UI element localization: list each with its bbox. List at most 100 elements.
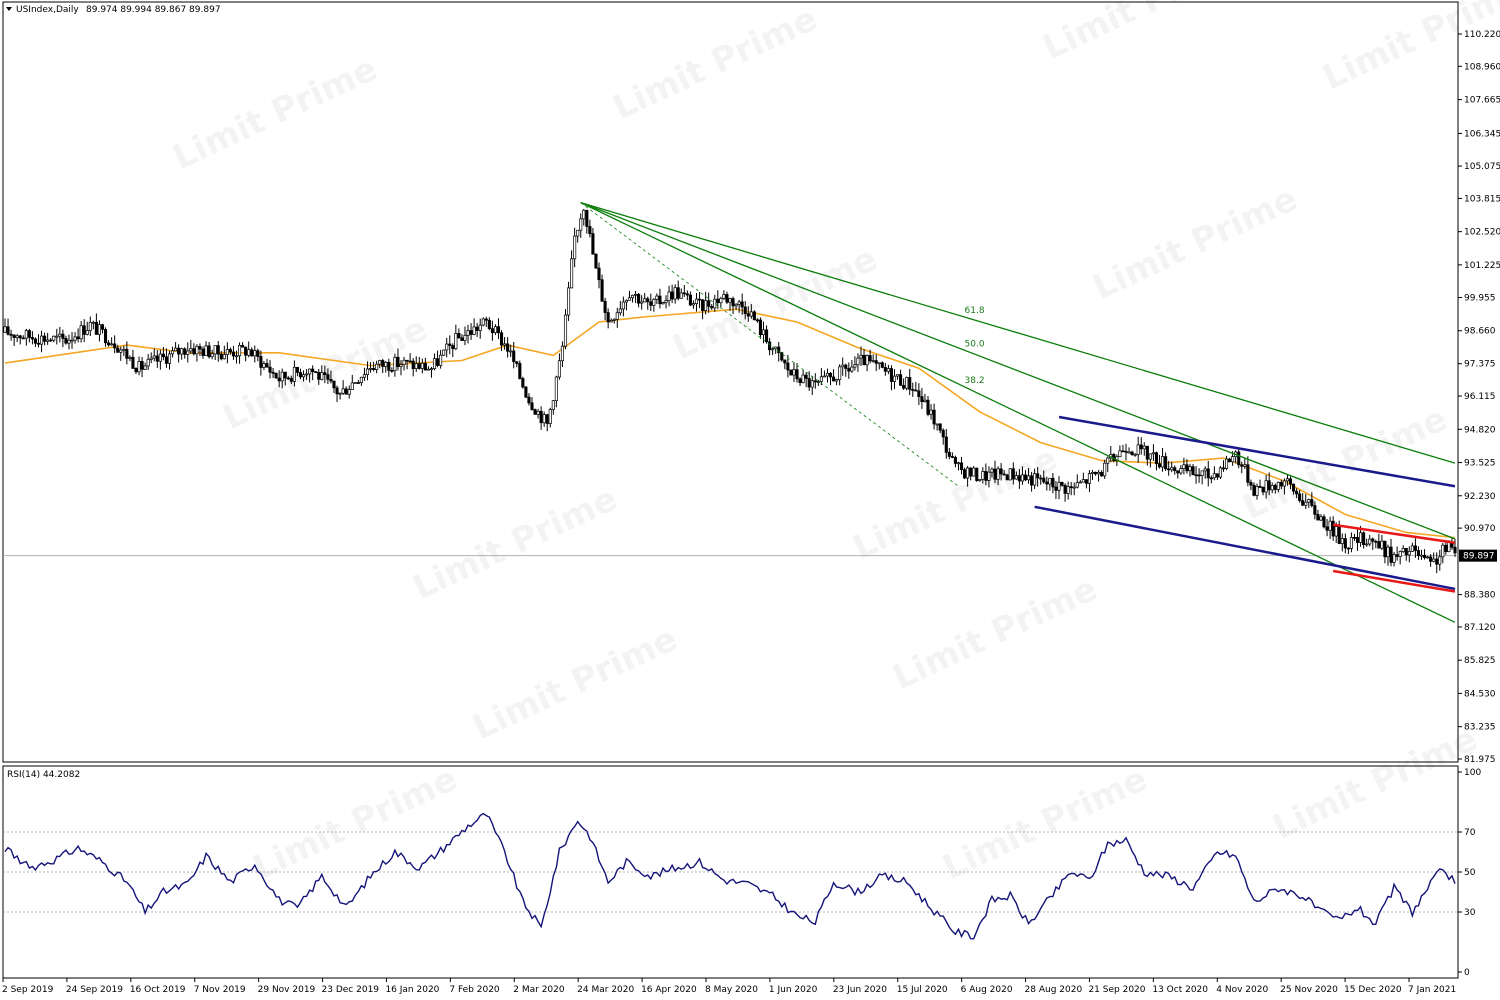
candle <box>1426 556 1430 559</box>
candle <box>362 374 367 378</box>
candle <box>929 409 933 415</box>
candle <box>707 300 711 307</box>
candle <box>198 346 202 350</box>
candle <box>652 298 656 306</box>
candle <box>816 381 820 383</box>
price-tick-label: 88.380 <box>1464 591 1496 601</box>
candle <box>515 361 519 364</box>
candle <box>1103 462 1107 477</box>
candle <box>49 339 53 342</box>
fan-line-38-2[interactable] <box>580 202 1456 623</box>
candle <box>630 294 635 299</box>
candle <box>1084 479 1088 484</box>
candle <box>186 350 190 355</box>
flag-upper-line[interactable] <box>1332 523 1456 544</box>
candle <box>1090 471 1095 474</box>
candle <box>1429 556 1433 562</box>
candle <box>125 348 129 359</box>
candle <box>1197 474 1201 477</box>
candle <box>585 209 589 227</box>
candle <box>685 293 689 296</box>
candle <box>710 306 714 309</box>
candle <box>454 333 458 350</box>
candle <box>1118 450 1122 458</box>
price-pane[interactable] <box>2 1 1459 763</box>
candle <box>1410 545 1414 552</box>
candle <box>554 376 558 402</box>
candle <box>1438 556 1442 565</box>
candle <box>100 324 105 330</box>
candle <box>886 368 890 372</box>
candle <box>1398 551 1402 557</box>
candle <box>1127 451 1131 454</box>
fibonacci-fan[interactable]: 61.8 50.0 38.2 <box>580 202 1456 623</box>
candle <box>311 368 315 373</box>
candle <box>1206 468 1210 479</box>
candle <box>320 372 324 380</box>
candle <box>1194 474 1198 477</box>
candle <box>1407 551 1411 556</box>
candle <box>926 399 930 415</box>
candle <box>192 348 196 355</box>
trend-lines[interactable] <box>1034 415 1456 593</box>
candle <box>859 354 863 359</box>
candle <box>1404 548 1408 556</box>
rsi-axis: 100 70 50 30 0 <box>3 768 1481 978</box>
candle <box>317 372 321 380</box>
candle <box>899 374 903 386</box>
candle <box>1008 468 1012 481</box>
watermark-text: Limit Prime <box>1087 179 1304 308</box>
candle <box>518 363 522 379</box>
candlestick-series <box>3 208 1457 574</box>
candle <box>670 291 674 300</box>
candle <box>12 334 16 338</box>
candle <box>978 478 982 481</box>
candle <box>938 423 942 431</box>
candle <box>1359 532 1363 543</box>
candle <box>1444 544 1448 552</box>
candle <box>673 287 677 300</box>
fan-line-50-0[interactable] <box>580 202 1456 540</box>
candle <box>1346 547 1350 550</box>
candle <box>1154 452 1159 465</box>
candle <box>966 467 970 479</box>
candle <box>445 343 449 351</box>
candle <box>167 353 172 364</box>
candle <box>1316 514 1320 521</box>
candle <box>1292 483 1296 492</box>
price-tick-label: 93.525 <box>1464 459 1496 469</box>
candle <box>155 355 159 362</box>
watermark-text: Limit Prime <box>407 479 624 608</box>
candle <box>548 409 552 424</box>
fan-line-61-8[interactable] <box>580 202 1456 464</box>
candle <box>1371 538 1375 542</box>
flag-lower-line[interactable] <box>1332 569 1456 593</box>
candle <box>832 376 836 382</box>
time-tick-label: 2 Sep 2019 <box>2 985 54 995</box>
candle <box>624 299 628 303</box>
candle <box>323 372 327 375</box>
candle <box>122 348 126 351</box>
candle <box>722 294 726 299</box>
candle <box>332 380 336 389</box>
watermark-text: Limit Prime <box>1037 0 1254 68</box>
candle <box>1362 532 1366 545</box>
candle <box>347 389 351 395</box>
candle <box>643 298 647 303</box>
candle <box>484 318 488 321</box>
candle <box>18 335 22 339</box>
price-tick-label: 107.665 <box>1464 96 1500 106</box>
candle <box>591 233 595 255</box>
candle <box>743 306 747 315</box>
candle <box>177 347 181 355</box>
dropdown-triangle-icon[interactable] <box>6 7 12 11</box>
candle <box>417 363 421 369</box>
candle <box>1453 546 1457 554</box>
channel-lower-line[interactable] <box>1034 505 1456 591</box>
channel-upper-line[interactable] <box>1058 415 1456 488</box>
candle <box>1051 477 1055 488</box>
candle <box>1264 480 1268 493</box>
candle <box>883 367 887 372</box>
candle <box>676 287 680 299</box>
